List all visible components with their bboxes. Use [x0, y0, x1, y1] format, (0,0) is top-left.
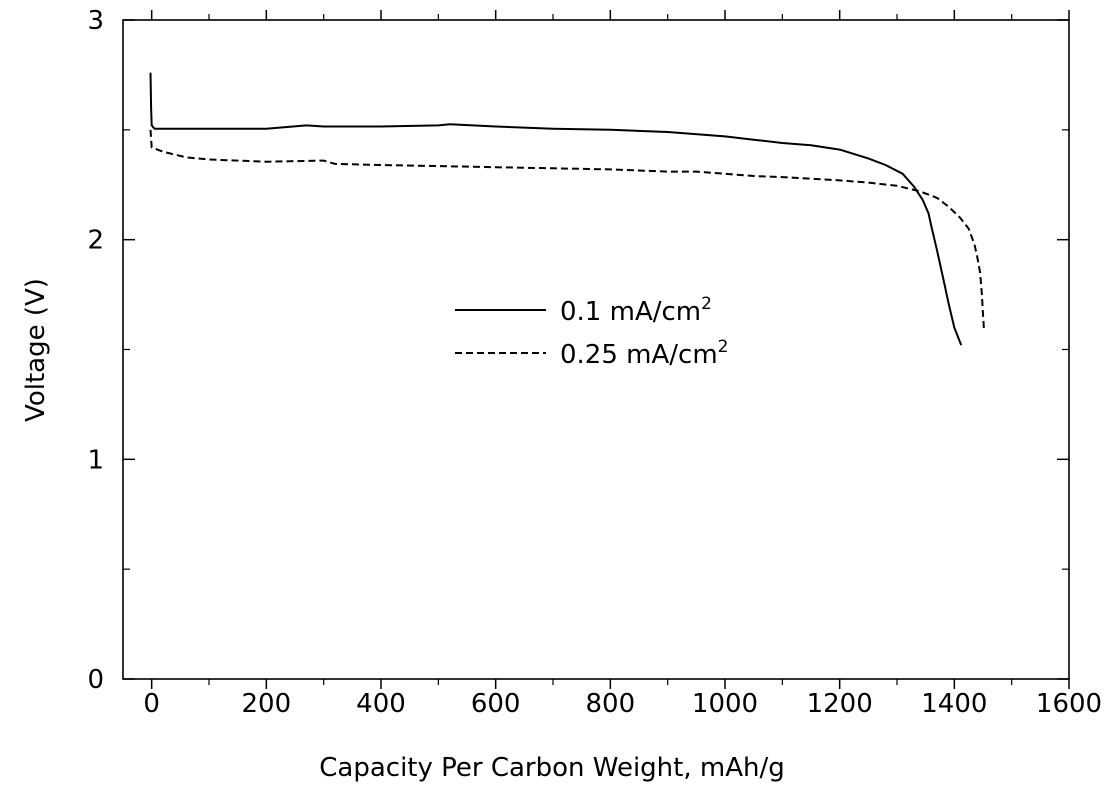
legend: 0.1 mA/cm2 0.25 mA/cm2: [455, 294, 728, 370]
legend-label-solid: 0.1 mA/cm2: [560, 294, 712, 327]
y-tick-label: 2: [87, 226, 104, 256]
x-tick-label: 1200: [807, 689, 873, 719]
x-tick-label: 0: [143, 689, 160, 719]
y-tick-label: 1: [87, 445, 104, 475]
series-line-0.1: [149, 72, 963, 346]
x-tick-label: 1000: [692, 689, 758, 719]
x-axis-label: Capacity Per Carbon Weight, mAh/g: [319, 753, 785, 783]
y-tick-label: 3: [87, 6, 104, 36]
y-axis-label: Voltage (V): [21, 278, 51, 422]
tick-labels: 0 200 400 600 800 1000 1200 1400 1600 0 1 2 3: [87, 6, 1102, 719]
data-series: [149, 72, 986, 346]
axis-ticks: [123, 10, 1070, 689]
legend-label-dashed: 0.25 mA/cm2: [560, 337, 728, 370]
x-tick-label: 1600: [1036, 689, 1102, 719]
x-tick-label: 600: [471, 689, 521, 719]
x-tick-label: 400: [356, 689, 406, 719]
y-tick-label: 0: [87, 665, 104, 695]
x-tick-label: 200: [242, 689, 292, 719]
x-tick-label: 1400: [921, 689, 987, 719]
series-line-0.25: [149, 129, 986, 332]
x-tick-label: 800: [586, 689, 636, 719]
